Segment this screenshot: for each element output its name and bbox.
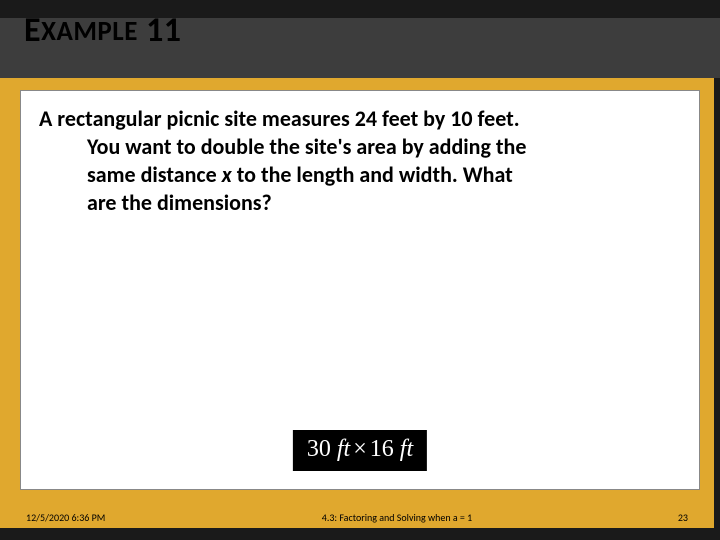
problem-var: x bbox=[222, 161, 232, 188]
title-word-rest: XAMPLE bbox=[41, 15, 138, 48]
problem-text: A rectangular picnic site measures 24 fe… bbox=[39, 105, 681, 218]
answer-u2: ft bbox=[400, 436, 413, 462]
footer: 12/5/2020 6:36 PM 4.3: Factoring and Sol… bbox=[0, 511, 714, 524]
answer-v2: 16 bbox=[370, 436, 394, 462]
answer-v1: 30 bbox=[307, 436, 331, 462]
content-card: A rectangular picnic site measures 24 fe… bbox=[20, 90, 700, 490]
answer-u1: ft bbox=[337, 436, 350, 462]
slide-title: EXAMPLE 11 bbox=[24, 10, 182, 51]
footer-timestamp: 12/5/2020 6:36 PM bbox=[26, 511, 136, 524]
answer-box: 30 ft×16 ft bbox=[293, 430, 427, 471]
problem-line4: are the dimensions? bbox=[87, 189, 272, 216]
footer-center: 4.3: Factoring and Solving when a = 1 bbox=[136, 511, 658, 524]
problem-line2: You want to double the site's area by ad… bbox=[87, 133, 526, 160]
problem-line1: A rectangular picnic site measures 24 fe… bbox=[39, 105, 520, 132]
footer-page: 23 bbox=[658, 511, 688, 524]
problem-line3-pre: same distance bbox=[87, 161, 222, 188]
title-word-first: E bbox=[24, 10, 41, 51]
answer-op: × bbox=[353, 436, 367, 462]
title-number: 11 bbox=[146, 10, 181, 51]
problem-line3-post: to the length and width. What bbox=[232, 161, 513, 188]
